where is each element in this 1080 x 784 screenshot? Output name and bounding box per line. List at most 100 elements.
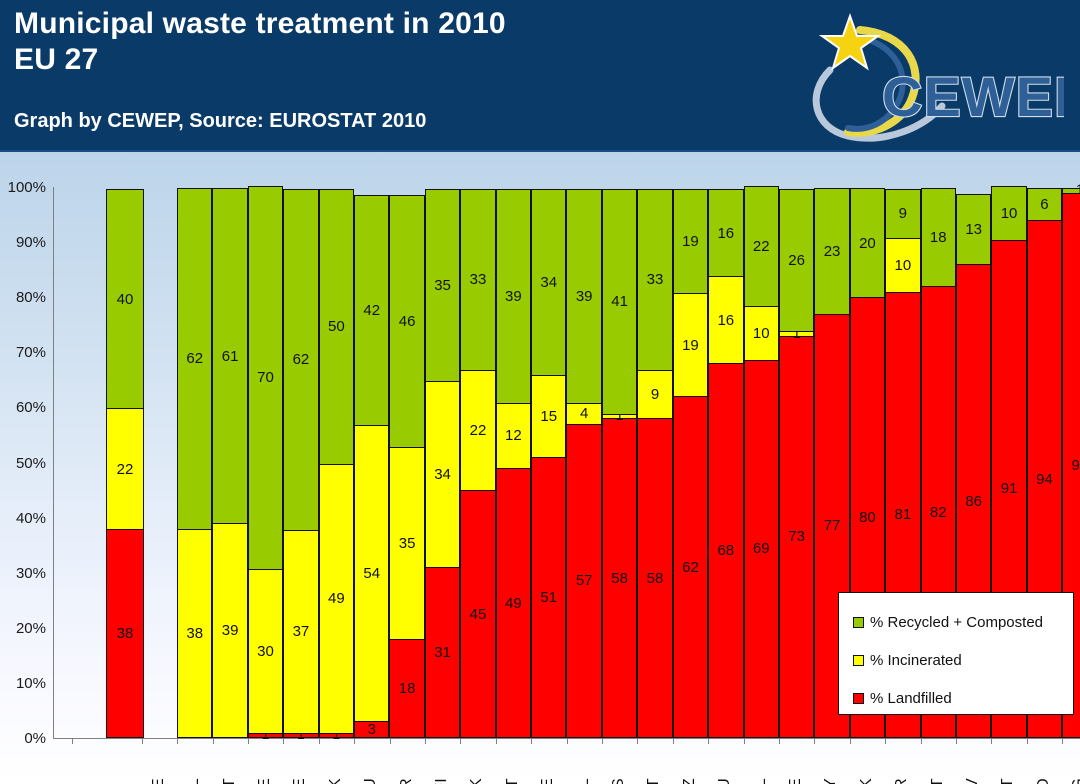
bar-es[interactable]: 58 9 33 (637, 187, 673, 738)
bar-segment-incinerated[interactable]: 9 (637, 369, 673, 420)
bar-nl[interactable]: 39 61 (212, 187, 248, 738)
bar-segment-landfilled[interactable]: 62 (672, 396, 709, 738)
bar-se[interactable]: 1 49 50 (318, 187, 355, 741)
bar-eu27[interactable]: 38 22 40 (106, 187, 144, 738)
bar-segment-incinerated[interactable]: 10 (743, 305, 779, 361)
bar-segment-incinerated[interactable]: 38 (177, 528, 213, 738)
bar-segment-landfilled[interactable]: 57 (566, 423, 602, 738)
bar-segment-value: 73 (788, 528, 805, 546)
y-axis-tick-label: 100% (7, 179, 46, 196)
bar-ie[interactable]: 57 4 39 (566, 187, 602, 738)
bar-segment-landfilled[interactable]: 18 (389, 638, 425, 738)
bar-fr[interactable]: 31 34 35 (424, 187, 461, 738)
bar-segment-recycled[interactable]: 10 (991, 186, 1027, 241)
bar-hu[interactable]: 69 10 22 (743, 186, 779, 738)
bar-segment-incinerated[interactable]: 4 (566, 402, 602, 425)
bar-segment-recycled[interactable]: 46 (389, 194, 425, 448)
bar-segment-landfilled[interactable]: 45 (460, 490, 496, 738)
bar-segment-incinerated[interactable]: 19 (672, 292, 709, 398)
bar-it[interactable]: 51 15 34 (531, 187, 567, 738)
x-axis-label-lv: LV (964, 778, 982, 784)
bar-segment-recycled[interactable]: 20 (849, 188, 886, 299)
bar-segment-incinerated[interactable]: 39 (212, 523, 248, 738)
bar-segment-recycled[interactable]: 42 (354, 194, 390, 426)
bar-segment-incinerated[interactable]: 34 (424, 380, 461, 569)
bar-segment-value: 22 (469, 421, 487, 439)
y-axis-line (53, 187, 54, 739)
bar-segment-recycled[interactable]: 16 (708, 189, 744, 278)
bar-segment-incinerated[interactable]: 54 (354, 424, 390, 723)
bar-segment-recycled[interactable]: 39 (495, 189, 532, 404)
bar-segment-recycled[interactable]: 22 (743, 186, 779, 307)
bar-segment-landfilled[interactable]: 68 (708, 363, 744, 738)
bar-segment-recycled[interactable]: 13 (955, 193, 992, 266)
bar-segment-incinerated[interactable]: 37 (283, 529, 319, 734)
bar-cz[interactable]: 68 16 16 (708, 187, 744, 738)
bar-segment-landfilled[interactable]: 38 (106, 528, 144, 738)
bar-segment-landfilled[interactable]: 49 (495, 468, 532, 738)
bar-segment-recycled[interactable]: 50 (318, 189, 355, 465)
legend-item[interactable]: % Recycled + Composted (853, 603, 1073, 641)
bar-segment-landfilled[interactable]: 3 (354, 721, 390, 738)
bar-segment-recycled[interactable]: 62 (177, 188, 213, 530)
x-axis-label-dk: DK (327, 778, 345, 784)
bar-segment-incinerated[interactable]: 15 (531, 375, 567, 458)
bar-segment-value: 69 (752, 540, 770, 558)
bar-segment-recycled[interactable]: 40 (106, 189, 144, 410)
bar-uk[interactable]: 49 12 39 (495, 187, 532, 738)
bar-segment-recycled[interactable]: 18 (920, 188, 956, 288)
bar-segment-landfilled[interactable]: 31 (424, 567, 461, 738)
bar-segment-incinerated[interactable]: 30 (247, 568, 284, 734)
x-axis-tick-mark (637, 738, 638, 744)
bar-segment-value: 19 (682, 336, 699, 354)
bar-lu[interactable]: 18 35 46 (389, 187, 425, 738)
bar-segment-incinerated[interactable]: 10 (885, 237, 921, 293)
bar-dk[interactable]: 3 54 42 (354, 187, 390, 738)
bar-segment-landfilled[interactable]: 58 (637, 418, 673, 738)
x-axis-tick-mark (991, 738, 992, 744)
bar-segment-recycled[interactable]: 33 (460, 189, 496, 371)
bar-segment-incinerated[interactable]: 16 (708, 276, 744, 365)
legend-item[interactable]: % Landfilled (853, 679, 1073, 717)
bar-be[interactable]: 1 37 62 (283, 187, 319, 741)
bar-segment-recycled[interactable]: 34 (531, 189, 567, 377)
x-axis-label-es: ES (610, 778, 628, 784)
bar-at[interactable]: 1 30 70 (247, 186, 284, 741)
bar-segment-recycled[interactable]: 1 (1062, 182, 1080, 197)
bar-segment-landfilled[interactable]: 58 (601, 418, 638, 738)
bar-segment-recycled[interactable]: 61 (212, 188, 248, 525)
bar-segment-landfilled[interactable]: 51 (531, 457, 567, 738)
bar-segment-incinerated[interactable]: 49 (318, 463, 355, 734)
bar-segment-value: 15 (540, 408, 558, 426)
bar-segment-incinerated[interactable]: 22 (106, 408, 144, 530)
bar-segment-landfilled[interactable]: 73 (778, 335, 815, 738)
x-axis-label-pl: PL (752, 778, 770, 784)
bar-pl[interactable]: 73 1 26 (778, 187, 815, 738)
bar-fi[interactable]: 45 22 33 (460, 187, 496, 738)
bar-segment-recycled[interactable]: 26 (778, 189, 815, 333)
legend-item[interactable]: % Incinerated (853, 641, 1073, 679)
bar-segment-recycled[interactable]: 33 (637, 189, 673, 371)
bar-segment-incinerated[interactable]: 12 (495, 402, 532, 470)
bar-segment-recycled[interactable]: 39 (566, 189, 602, 404)
bar-segment-recycled[interactable]: 70 (247, 186, 284, 570)
bar-de[interactable]: 38 62 (177, 187, 213, 738)
bar-segment-recycled[interactable]: 19 (672, 189, 709, 294)
bar-segment-recycled[interactable]: 35 (424, 189, 461, 382)
bar-segment-landfilled[interactable]: 69 (743, 359, 779, 738)
bar-pt[interactable]: 62 19 19 (672, 187, 709, 738)
bar-segment-recycled[interactable]: 6 (1026, 188, 1063, 222)
bar-segment-value: 54 (363, 565, 381, 583)
bar-segment-recycled[interactable]: 9 (885, 189, 921, 239)
y-axis-tick-label: 40% (15, 509, 46, 527)
bar-segment-recycled[interactable]: 41 (601, 189, 638, 415)
bar-segment-value: 46 (398, 312, 416, 330)
bar-segment-recycled[interactable]: 62 (283, 189, 319, 531)
bar-segment-value: 49 (327, 590, 345, 607)
legend-swatch-icon (853, 616, 864, 628)
bar-segment-recycled[interactable]: 23 (814, 188, 850, 315)
bar-segment-incinerated[interactable]: 35 (389, 446, 425, 640)
bar-segment-incinerated[interactable]: 22 (460, 369, 496, 492)
header-banner: Municipal waste treatment in 2010 EU 27 … (0, 0, 1080, 152)
bar-sl[interactable]: 58 1 41 (601, 187, 638, 738)
